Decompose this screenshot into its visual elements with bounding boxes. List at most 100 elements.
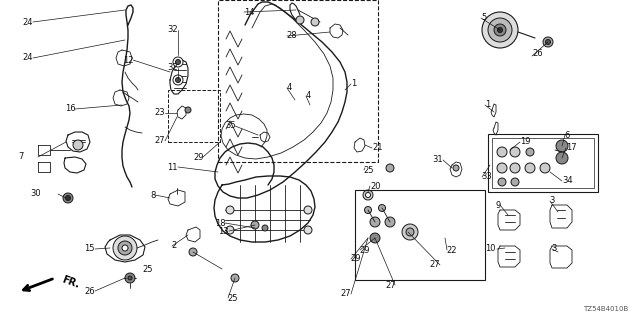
Text: 23: 23 — [154, 108, 165, 117]
Text: 21: 21 — [372, 143, 383, 152]
Circle shape — [453, 165, 459, 171]
Circle shape — [402, 224, 418, 240]
Circle shape — [231, 274, 239, 282]
Circle shape — [63, 193, 73, 203]
Text: 14: 14 — [244, 8, 255, 17]
Circle shape — [498, 178, 506, 186]
Circle shape — [510, 163, 520, 173]
Text: 24: 24 — [23, 53, 33, 62]
Circle shape — [378, 204, 385, 212]
Text: 31: 31 — [432, 155, 443, 164]
Text: 35: 35 — [225, 121, 236, 130]
Text: 12: 12 — [123, 56, 133, 65]
Circle shape — [304, 226, 312, 234]
Circle shape — [365, 193, 371, 197]
Circle shape — [226, 226, 234, 234]
Text: 4: 4 — [306, 92, 311, 100]
Text: 27: 27 — [154, 136, 165, 145]
Circle shape — [386, 164, 394, 172]
Text: 27: 27 — [340, 289, 351, 298]
Circle shape — [122, 245, 128, 251]
Text: 25: 25 — [142, 265, 152, 274]
Text: 19: 19 — [520, 137, 530, 146]
Text: 20: 20 — [370, 182, 380, 191]
Text: 16: 16 — [65, 104, 76, 113]
Circle shape — [262, 225, 268, 231]
Text: 26: 26 — [532, 49, 543, 58]
Text: 1: 1 — [351, 79, 356, 88]
Circle shape — [497, 163, 507, 173]
Circle shape — [113, 236, 137, 260]
Text: 1: 1 — [485, 100, 490, 109]
Circle shape — [128, 276, 132, 280]
Circle shape — [511, 178, 519, 186]
Circle shape — [406, 228, 414, 236]
Bar — [218, 0, 378, 162]
Text: 25: 25 — [227, 294, 237, 303]
Circle shape — [526, 148, 534, 156]
Circle shape — [556, 140, 568, 152]
Text: 3: 3 — [552, 244, 557, 253]
Text: 32: 32 — [167, 25, 178, 34]
Text: 11: 11 — [168, 163, 178, 172]
Text: 2: 2 — [172, 241, 177, 250]
Circle shape — [304, 206, 312, 214]
Circle shape — [175, 60, 180, 65]
Text: 17: 17 — [566, 143, 577, 152]
Circle shape — [494, 24, 506, 36]
Circle shape — [65, 196, 70, 201]
Circle shape — [189, 248, 197, 256]
Text: 25: 25 — [364, 166, 374, 175]
Circle shape — [365, 206, 371, 213]
Text: FR.: FR. — [60, 274, 81, 290]
Circle shape — [173, 75, 183, 85]
Text: 13: 13 — [218, 227, 229, 236]
Circle shape — [488, 18, 512, 42]
Circle shape — [363, 190, 373, 200]
Circle shape — [125, 273, 135, 283]
Circle shape — [497, 147, 507, 157]
Text: 3: 3 — [549, 196, 554, 205]
Text: 6: 6 — [564, 131, 570, 140]
Circle shape — [525, 163, 535, 173]
Circle shape — [543, 37, 553, 47]
Circle shape — [251, 221, 259, 229]
Circle shape — [175, 77, 180, 83]
Circle shape — [173, 57, 183, 67]
Text: 28: 28 — [287, 31, 298, 40]
Circle shape — [556, 152, 568, 164]
Bar — [492, 138, 594, 188]
Circle shape — [311, 18, 319, 26]
Text: 27: 27 — [429, 260, 440, 269]
Text: 29: 29 — [360, 246, 370, 255]
Text: 26: 26 — [84, 287, 95, 296]
Text: 18: 18 — [214, 219, 225, 228]
Text: 5: 5 — [481, 13, 486, 22]
Bar — [488, 134, 598, 192]
Text: 22: 22 — [447, 246, 457, 255]
Text: 29: 29 — [193, 153, 204, 162]
Circle shape — [510, 147, 520, 157]
Bar — [355, 190, 485, 280]
Circle shape — [296, 16, 304, 24]
Text: 32: 32 — [167, 63, 178, 72]
Text: 15: 15 — [84, 244, 95, 253]
Circle shape — [370, 233, 380, 243]
Text: 7: 7 — [18, 152, 23, 161]
Circle shape — [385, 217, 395, 227]
Text: 4: 4 — [287, 83, 292, 92]
Text: 29: 29 — [351, 254, 361, 263]
Text: 33: 33 — [481, 172, 492, 181]
Text: 10: 10 — [486, 244, 496, 253]
Text: 27: 27 — [385, 281, 396, 290]
Text: 9: 9 — [495, 201, 500, 210]
Text: 34: 34 — [562, 176, 573, 185]
Circle shape — [497, 28, 502, 33]
Circle shape — [370, 217, 380, 227]
Text: 30: 30 — [31, 189, 42, 198]
Circle shape — [118, 241, 132, 255]
Circle shape — [545, 39, 550, 44]
Text: 24: 24 — [23, 18, 33, 27]
Text: TZ54B4010B: TZ54B4010B — [583, 306, 628, 312]
Bar — [168, 90, 220, 142]
